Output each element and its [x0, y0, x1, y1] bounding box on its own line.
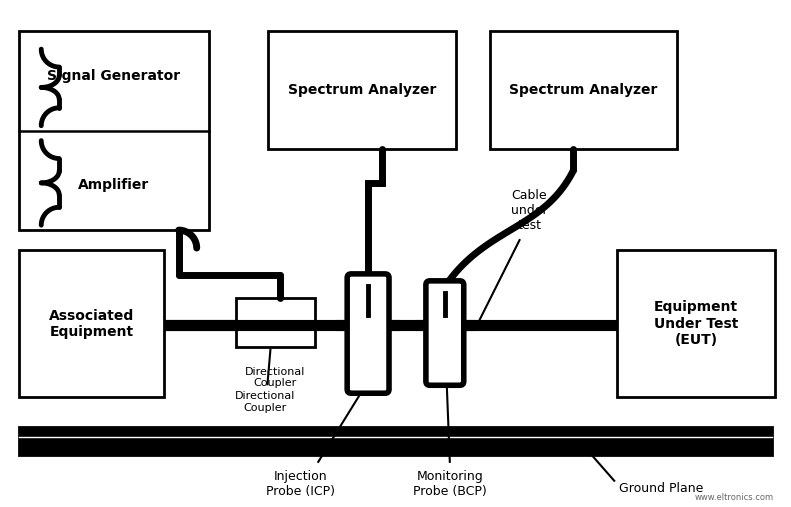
Text: Directional
Coupler: Directional Coupler	[235, 391, 296, 413]
Text: Spectrum Analyzer: Spectrum Analyzer	[288, 83, 437, 97]
FancyBboxPatch shape	[426, 281, 464, 385]
Text: Spectrum Analyzer: Spectrum Analyzer	[509, 83, 657, 97]
Text: Amplifier: Amplifier	[78, 178, 149, 192]
Text: Signal Generator: Signal Generator	[47, 69, 180, 83]
Bar	[236, 298, 316, 347]
Text: Injection
Probe (ICP): Injection Probe (ICP)	[266, 469, 335, 498]
FancyBboxPatch shape	[347, 274, 389, 393]
Text: Cable
under
test: Cable under test	[511, 189, 548, 232]
Text: www.eltronics.com: www.eltronics.com	[694, 493, 774, 501]
Text: Monitoring
Probe (BCP): Monitoring Probe (BCP)	[413, 469, 486, 498]
Bar	[617, 250, 774, 397]
Text: Ground Plane: Ground Plane	[619, 482, 703, 495]
Bar	[19, 250, 164, 397]
Text: Equipment
Under Test
(EUT): Equipment Under Test (EUT)	[653, 301, 738, 347]
Bar	[268, 31, 456, 149]
Bar	[19, 31, 209, 230]
Text: Associated
Equipment: Associated Equipment	[49, 309, 134, 339]
Bar	[19, 427, 772, 455]
Text: Directional
Coupler: Directional Coupler	[245, 367, 305, 388]
Bar	[490, 31, 677, 149]
